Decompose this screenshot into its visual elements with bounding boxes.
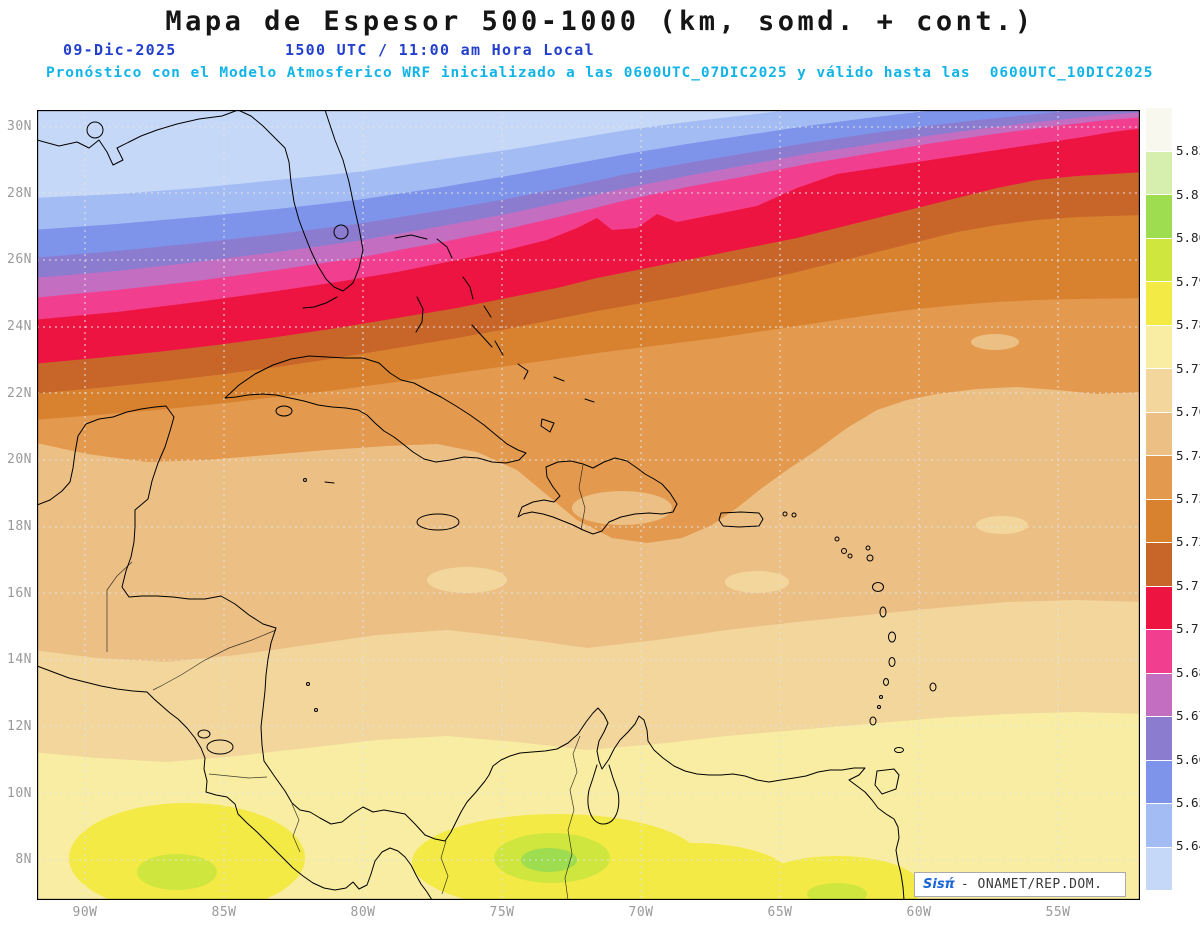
colorbar-label: 5.664 — [1176, 751, 1200, 767]
lon-tick-label: 80W — [350, 905, 376, 920]
colorbar-label: 5.783 — [1176, 317, 1200, 333]
lat-tick-label: 22N — [7, 385, 32, 401]
florida — [237, 110, 364, 292]
cuba — [224, 355, 527, 464]
lat-tick-label: 28N — [7, 185, 32, 201]
colorbar-segment — [1146, 760, 1172, 803]
lake-maracaibo — [587, 764, 620, 825]
colorbar-label: 5.724 — [1176, 534, 1200, 550]
haiti-dr-border — [578, 464, 586, 531]
jamaica — [416, 513, 460, 531]
colorbar-label: 5.807 — [1176, 230, 1200, 246]
colorbar-segment — [1146, 499, 1172, 542]
colorbar-segment — [1146, 717, 1172, 760]
lake-nicaragua — [206, 739, 234, 755]
lat-tick-label: 30N — [7, 119, 32, 134]
latitude-axis: 30N 28N 26N 24N 22N 20N 18N 16N 14N 12N 10N 8N — [2, 110, 32, 900]
colorbar-segment — [1146, 108, 1172, 151]
lon-tick-label: 90W — [72, 905, 98, 920]
coastlines — [37, 110, 937, 900]
credit-org-text: - ONAMET/REP.DOM. — [960, 877, 1103, 892]
colorbar-segment — [1146, 804, 1172, 847]
colorbar-labels: 5.831 5.819 5.807 5.795 5.783 5.772 5.76 5.748 5… — [1176, 108, 1200, 890]
colorbar-segment — [1146, 543, 1172, 586]
colorbar-segment — [1146, 151, 1172, 194]
colorbar-label: 5.652 — [1176, 795, 1200, 811]
colorbar-label: 5.748 — [1176, 447, 1200, 463]
colorbar-segment — [1146, 238, 1172, 281]
country-borders — [106, 561, 581, 900]
lon-tick-label: 60W — [906, 905, 932, 920]
lat-tick-label: 16N — [7, 585, 32, 601]
colorbar-segment — [1146, 456, 1172, 499]
lake-okeechobee — [333, 224, 349, 240]
thickness-contour-map — [37, 110, 1140, 900]
isla-juventud — [275, 405, 293, 417]
lake-pontchartrain — [86, 121, 104, 139]
lon-tick-label: 55W — [1045, 905, 1071, 920]
colorbar-label: 5.688 — [1176, 664, 1200, 680]
map-frame — [37, 110, 1140, 900]
longitude-axis: 90W 85W 80W 75W 70W 65W 60W 55W — [37, 905, 1140, 923]
lat-tick-label: 20N — [7, 452, 32, 468]
colorbar-label: 5.736 — [1176, 490, 1200, 506]
lake-managua — [197, 729, 211, 739]
colorbar-label: 5.64 — [1176, 838, 1200, 854]
colorbar-label: 5.819 — [1176, 186, 1200, 202]
lat-tick-label: 14N — [7, 652, 32, 668]
hispaniola — [517, 457, 678, 535]
colorbar-segment — [1146, 369, 1172, 412]
colorbar-segment — [1146, 673, 1172, 716]
lon-tick-label: 85W — [211, 905, 237, 920]
colorbar-label: 5.831 — [1176, 143, 1200, 159]
bahamas — [394, 234, 595, 433]
thickness-map-panel — [37, 110, 1140, 900]
colorbar-segment — [1146, 325, 1172, 368]
colorbar-segments — [1146, 108, 1172, 890]
puerto-rico — [718, 511, 764, 528]
pacific-coast — [37, 665, 433, 900]
colorbar-label: 5.772 — [1176, 360, 1200, 376]
colorbar-label: 5.712 — [1176, 577, 1200, 593]
lat-tick-label: 12N — [7, 719, 32, 735]
forecast-description: Pronóstico con el Modelo Atmosferico WRF… — [46, 65, 1154, 81]
lat-tick-label: 10N — [7, 785, 32, 801]
colorbar-segment — [1146, 412, 1172, 455]
lon-tick-label: 70W — [628, 905, 654, 920]
colorbar-segment — [1146, 630, 1172, 673]
lesser-antilles — [782, 511, 937, 795]
gulf-coast — [37, 110, 239, 166]
brand-logo-text: Sisπ́ — [923, 877, 955, 892]
colorbar-segment — [1146, 282, 1172, 325]
colorbar-label: 5.7 — [1176, 621, 1199, 637]
central-america-caribbean-coast — [37, 405, 905, 900]
lat-tick-label: 8N — [15, 852, 32, 868]
lon-tick-label: 65W — [767, 905, 793, 920]
colorbar-segment — [1146, 586, 1172, 629]
lat-tick-label: 26N — [7, 252, 32, 268]
cayman-islands — [303, 478, 335, 484]
colorbar-segment — [1146, 847, 1172, 890]
page-title: Mapa de Espesor 500-1000 (km, somd. + co… — [165, 6, 1035, 37]
lat-tick-label: 24N — [7, 319, 32, 334]
date-label: 09-Dic-2025 — [63, 41, 177, 59]
colorbar-label: 5.795 — [1176, 273, 1200, 289]
contour-bands — [37, 110, 1140, 900]
san-andres-islands — [306, 682, 318, 712]
colorbar-label: 5.76 — [1176, 404, 1200, 420]
florida-keys — [302, 296, 338, 309]
lon-tick-label: 75W — [489, 905, 515, 920]
gridlines — [37, 110, 1140, 900]
credit-box: Sisπ́ - ONAMET/REP.DOM. — [914, 872, 1126, 897]
valid-time-label: 1500 UTC / 11:00 am Hora Local — [285, 41, 595, 59]
colorbar-label: 5.676 — [1176, 708, 1200, 724]
lat-tick-label: 18N — [7, 519, 32, 535]
colorbar-segment — [1146, 195, 1172, 238]
